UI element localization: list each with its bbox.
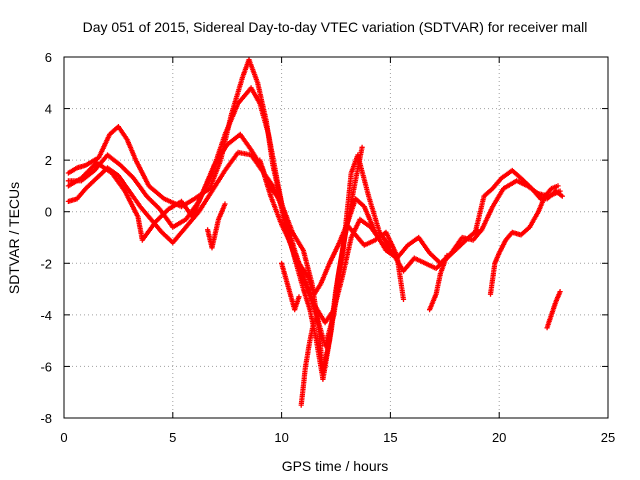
- data-point-markers: [298, 317, 317, 408]
- y-tick-label: 0: [45, 205, 52, 220]
- y-tick-label: 4: [45, 102, 52, 117]
- data-point-markers: [472, 167, 565, 235]
- y-tick-label: 2: [45, 153, 52, 168]
- x-tick-label: 15: [383, 430, 397, 445]
- data-point-markers: [205, 201, 228, 251]
- y-tick-label: 6: [45, 50, 52, 65]
- data-point-markers: [257, 152, 393, 349]
- data-point-markers: [487, 183, 561, 297]
- y-tick-label: -2: [40, 256, 52, 271]
- chart-title: Day 051 of 2015, Sidereal Day-to-day VTE…: [83, 19, 588, 35]
- series-track-e: [257, 152, 393, 349]
- series-track-k: [472, 167, 565, 235]
- series-track-h: [298, 317, 317, 408]
- series-track-f: [205, 201, 228, 251]
- y-axis-label: SDTVAR / TECUs: [6, 182, 22, 294]
- y-tick-label: -6: [40, 359, 52, 374]
- x-tick-label: 5: [169, 430, 176, 445]
- data-point-markers: [544, 289, 563, 331]
- series-track-j: [487, 183, 561, 297]
- data-point-markers: [427, 252, 450, 313]
- data-markers: [65, 57, 565, 408]
- data-point-markers: [279, 260, 302, 313]
- axis-ticks: 0 5 10 15 20 25 -8 -6 -4 -2 0 2 4 6: [40, 50, 615, 445]
- x-tick-label: 10: [274, 430, 288, 445]
- series-track-g: [279, 260, 302, 313]
- x-tick-label: 25: [601, 430, 615, 445]
- series-track-l: [544, 289, 563, 331]
- plot-frame: [63, 56, 609, 419]
- y-tick-label: -4: [40, 308, 52, 323]
- x-axis-label: GPS time / hours: [282, 458, 389, 474]
- series-track-i: [427, 252, 450, 313]
- x-tick-label: 0: [60, 430, 67, 445]
- x-tick-label: 20: [492, 430, 506, 445]
- y-tick-label: -8: [40, 411, 52, 426]
